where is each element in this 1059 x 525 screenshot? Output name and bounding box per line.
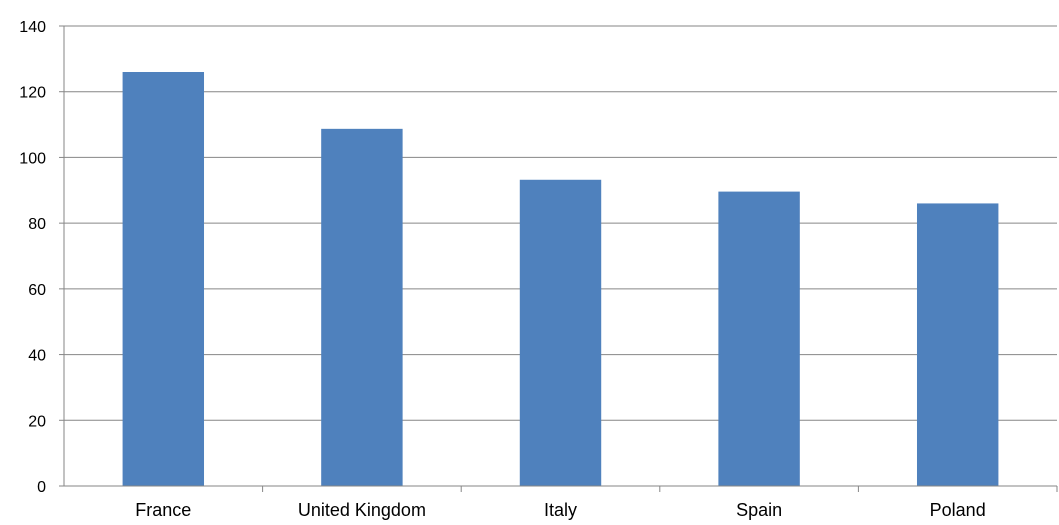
x-tick-label: France [135,500,191,520]
axes [59,25,1058,492]
bars [122,72,999,487]
x-tick-label: Spain [736,500,782,520]
y-tick-label: 40 [28,348,46,365]
bar-italy [519,179,602,486]
bar-spain [718,191,800,486]
y-tick-label: 120 [19,85,46,102]
y-tick-label: 60 [28,282,46,299]
y-tick-label: 80 [28,216,46,233]
x-tick-label: Poland [930,500,986,520]
y-tick-label: 140 [19,19,46,36]
x-tick-labels: France United Kingdom Italy Spain Poland [135,500,985,520]
y-tick-label: 0 [37,479,46,496]
y-tick-label: 20 [28,413,46,430]
x-tick-label: Italy [544,500,577,520]
x-tick-label: United Kingdom [298,500,426,520]
y-tick-labels: 0 20 40 60 80 100 120 140 [19,19,46,496]
y-tick-label: 100 [19,150,46,167]
bar-united-kingdom [321,128,403,487]
bar-france [122,72,205,486]
bar-poland [916,203,999,486]
